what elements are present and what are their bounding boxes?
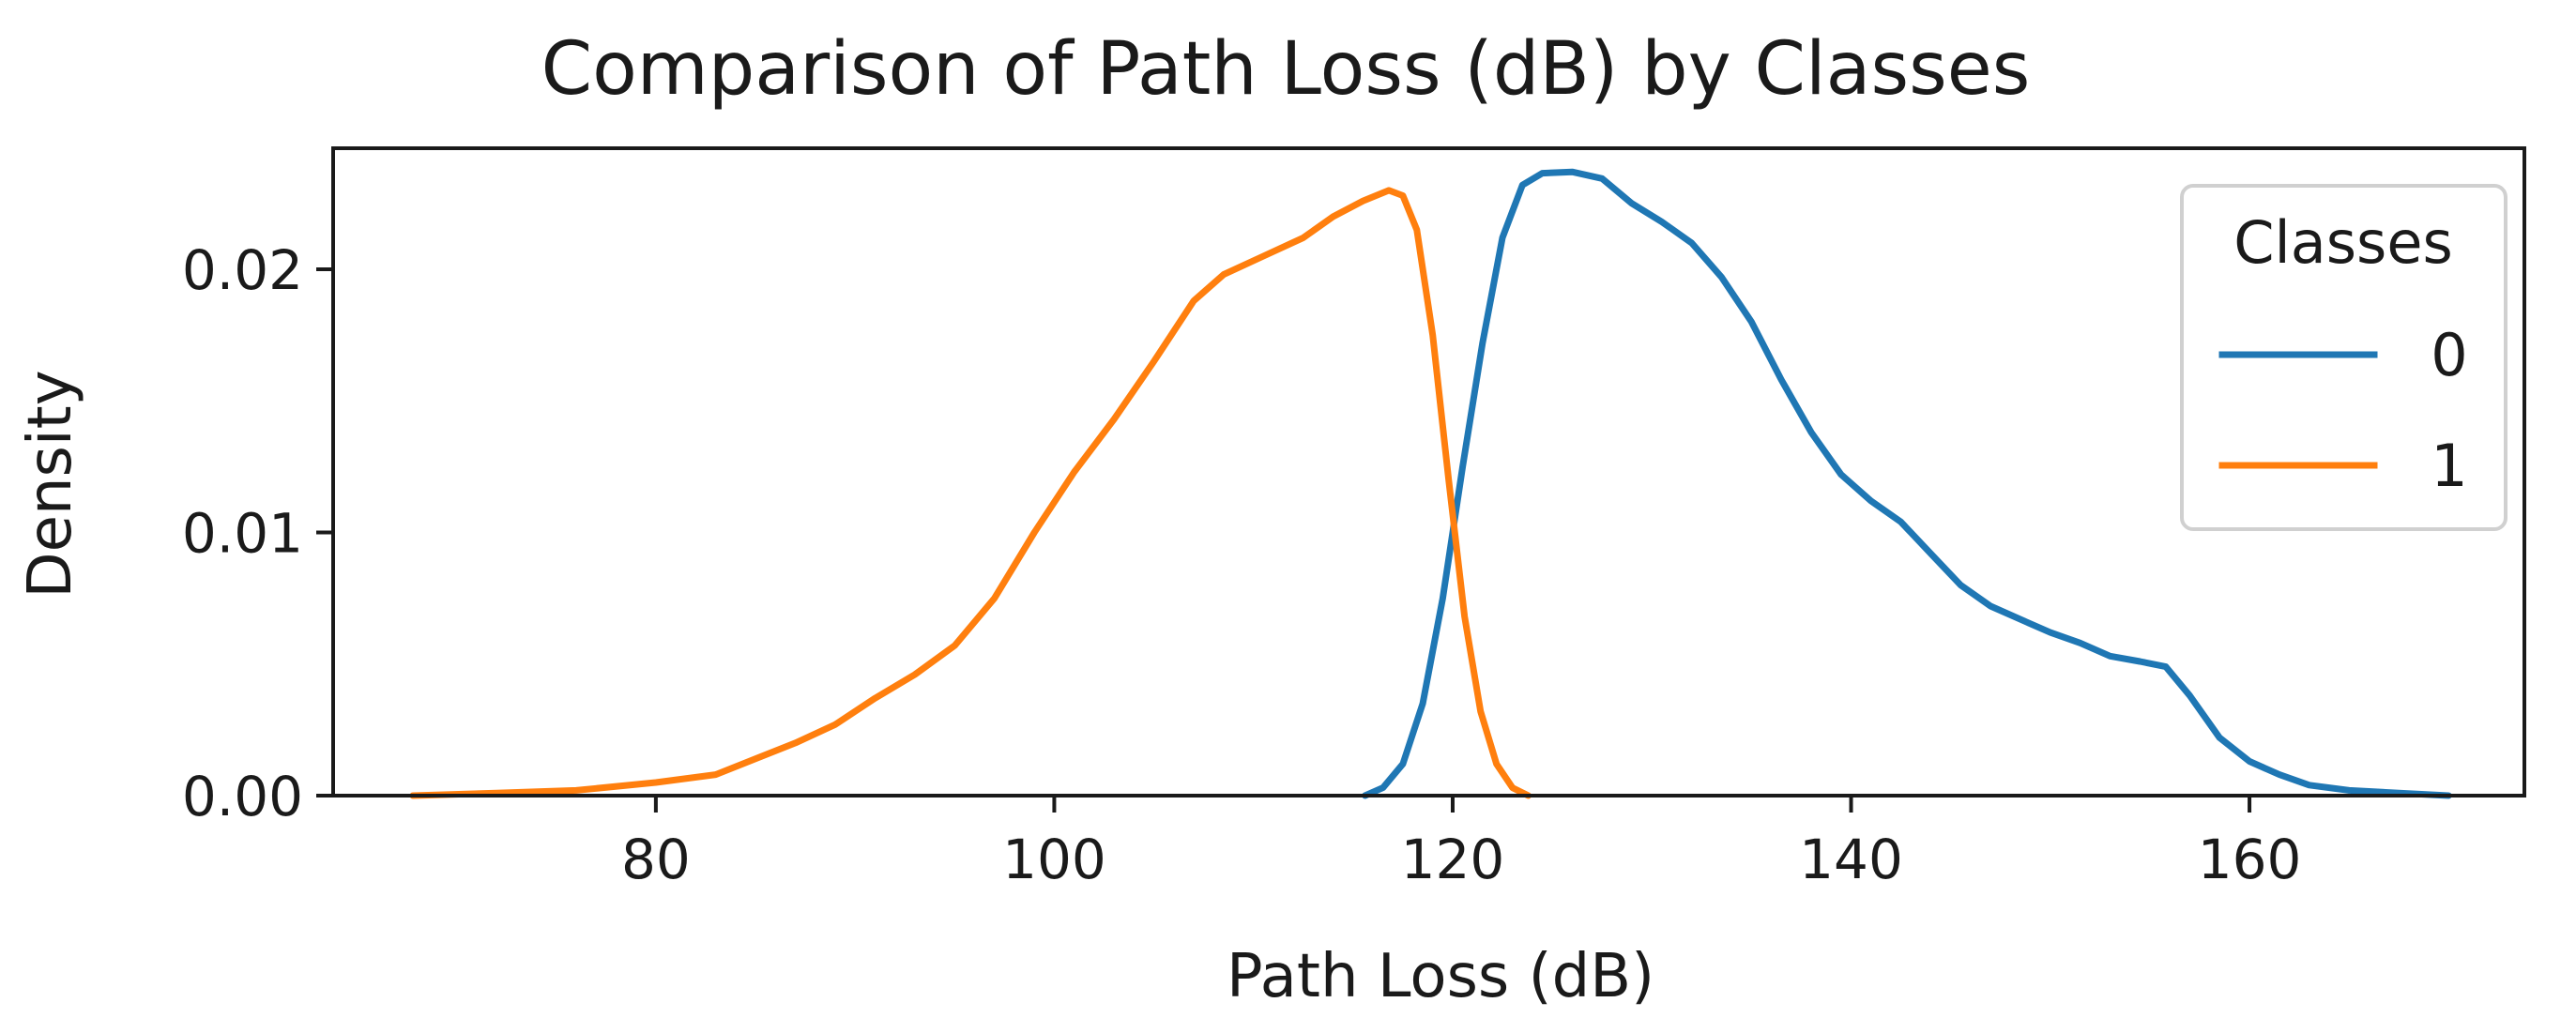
x-tick-label: 80: [621, 828, 691, 891]
axis-ticks: 80 100 120 140 160 0.00 0.01 0.02: [182, 238, 2302, 891]
chart-title: Comparison of Path Loss (dB) by Classes: [541, 27, 2031, 112]
x-tick-label: 100: [1002, 828, 1106, 891]
plot-area: [409, 168, 2452, 799]
legend: Classes 0 1: [2180, 184, 2507, 531]
legend-title: Classes: [2233, 208, 2453, 277]
x-tick-label: 140: [1799, 828, 1903, 891]
plot-frame: [331, 146, 2526, 798]
series-line-0: [1362, 168, 2452, 799]
y-tick-label: 0.00: [182, 765, 303, 828]
x-tick-label: 120: [1401, 828, 1505, 891]
series-line-1: [409, 187, 1532, 799]
y-tick-label: 0.02: [182, 238, 303, 302]
legend-label-0: 0: [2431, 321, 2467, 389]
y-tick-label: 0.01: [182, 502, 303, 566]
x-axis-label: Path Loss (dB): [1227, 942, 1654, 1011]
y-axis-label: Density: [16, 370, 85, 598]
x-tick-label: 160: [2198, 828, 2302, 891]
legend-label-1: 1: [2431, 432, 2467, 500]
